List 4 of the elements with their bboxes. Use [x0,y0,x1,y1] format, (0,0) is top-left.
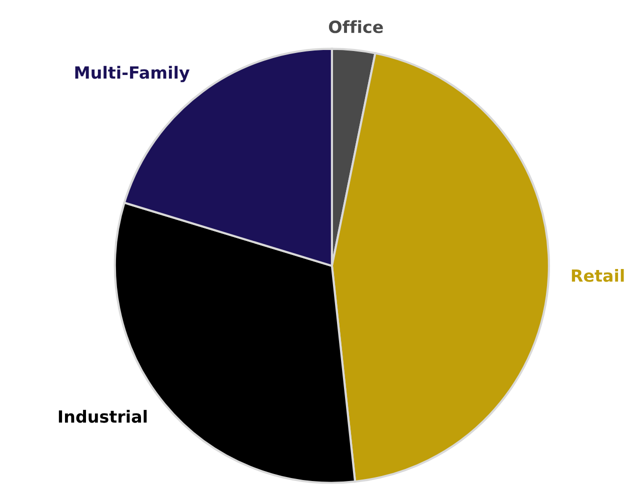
slice-label: Office [328,20,383,34]
slice-label: Industrial [58,410,147,423]
slice-label: Retail [572,269,624,282]
slice-label: Multi-Family [75,66,190,82]
